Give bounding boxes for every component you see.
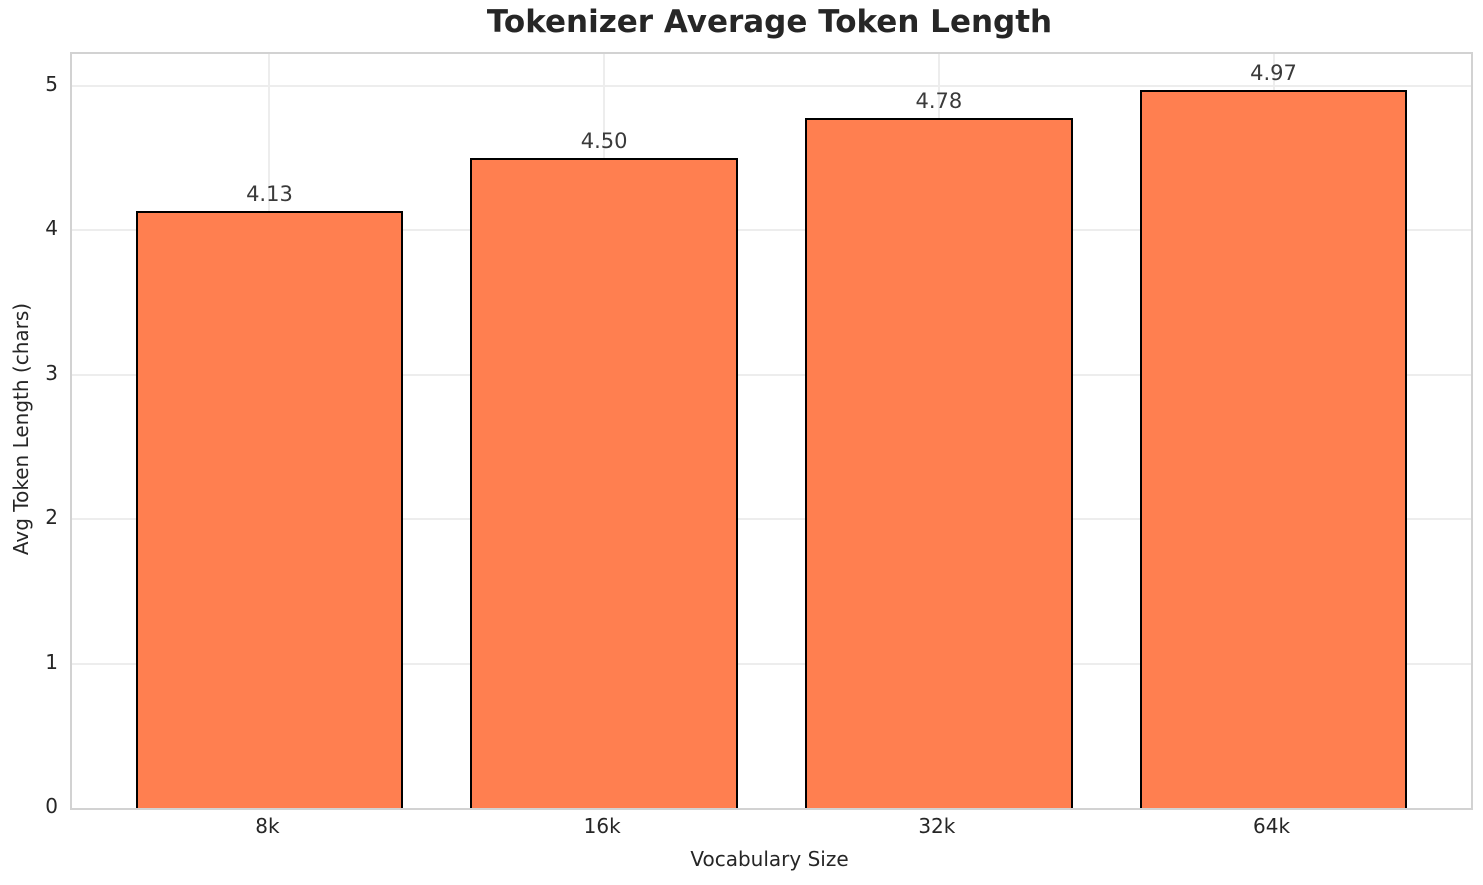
gridline-horizontal [72, 229, 1471, 232]
gridline-horizontal [72, 373, 1471, 376]
plot-area: 4.13 4.50 4.78 4.97 [70, 52, 1473, 810]
x-tick-label-8k: 8k [255, 814, 280, 838]
bar-16k [470, 158, 739, 808]
bar-value-label: 4.50 [580, 129, 628, 153]
bar-64k [1139, 90, 1408, 808]
y-axis-ticks: 0 1 2 3 4 5 [0, 52, 58, 818]
bar-value-label: 4.97 [1250, 61, 1297, 86]
y-tick-label: 0 [45, 794, 58, 818]
bar-8k [135, 211, 404, 808]
y-tick-label: 1 [45, 649, 58, 674]
gridline-horizontal [72, 518, 1471, 521]
bar-32k [804, 117, 1073, 808]
chart-title: Tokenizer Average Token Length [486, 4, 1053, 40]
y-tick-label: 2 [45, 505, 58, 530]
y-tick-label: 4 [45, 216, 58, 241]
bar-value-label: 4.78 [915, 88, 963, 113]
x-tick-label-32k: 32k [918, 814, 956, 838]
x-axis-label: Vocabulary Size [690, 847, 849, 871]
y-tick-label: 5 [45, 71, 58, 96]
x-axis-ticks: 8k 16k 32k 64k [70, 814, 1469, 842]
gridline-horizontal [72, 662, 1471, 665]
bar-value-label: 4.13 [246, 182, 293, 207]
gridline-horizontal [72, 84, 1471, 87]
x-tick-label-16k: 16k [583, 814, 621, 838]
x-tick-label-64k: 64k [1253, 814, 1291, 838]
y-tick-label: 3 [45, 360, 58, 385]
